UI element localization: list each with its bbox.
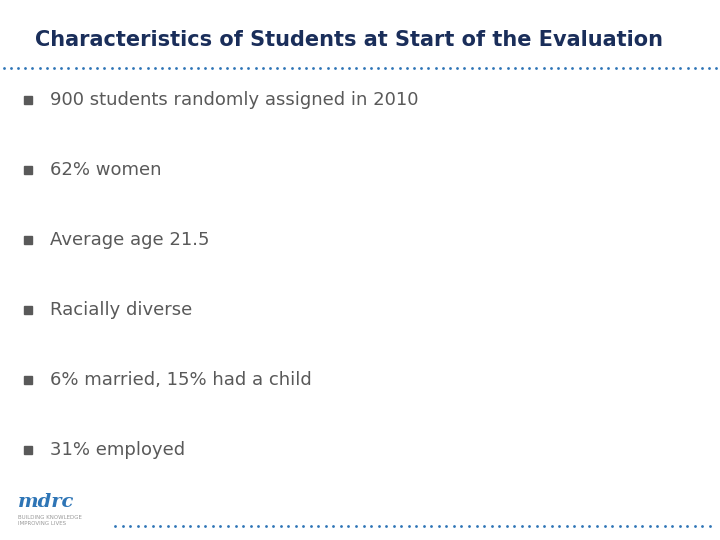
Text: 900 students randomly assigned in 2010: 900 students randomly assigned in 2010 (50, 91, 418, 109)
Text: BUILDING KNOWLEDGE
IMPROVING LIVES: BUILDING KNOWLEDGE IMPROVING LIVES (18, 515, 82, 526)
Text: 6% married, 15% had a child: 6% married, 15% had a child (50, 371, 312, 389)
Text: Racially diverse: Racially diverse (50, 301, 192, 319)
Text: mdrc: mdrc (18, 493, 74, 511)
Text: 31% employed: 31% employed (50, 441, 185, 459)
Text: Average age 21.5: Average age 21.5 (50, 231, 210, 249)
Text: 62% women: 62% women (50, 161, 161, 179)
Text: Characteristics of Students at Start of the Evaluation: Characteristics of Students at Start of … (35, 30, 663, 50)
